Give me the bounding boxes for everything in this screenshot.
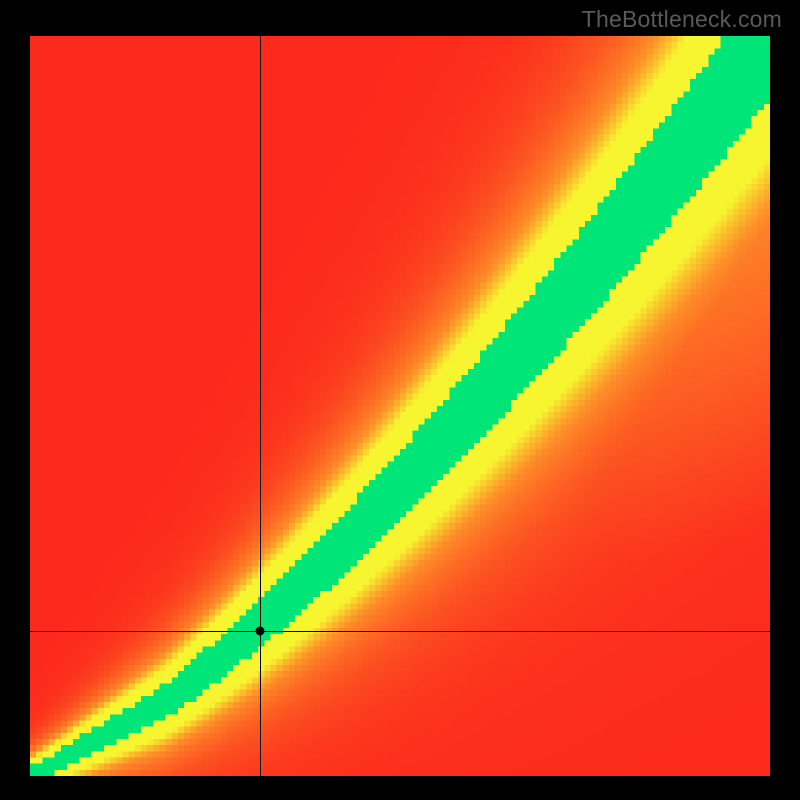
watermark-text: TheBottleneck.com: [582, 6, 782, 33]
crosshair-marker-dot: [256, 626, 265, 635]
heatmap-plot-area: [30, 36, 770, 776]
crosshair-vertical-line: [260, 36, 261, 776]
crosshair-horizontal-line: [30, 631, 770, 632]
heatmap-canvas: [30, 36, 770, 776]
